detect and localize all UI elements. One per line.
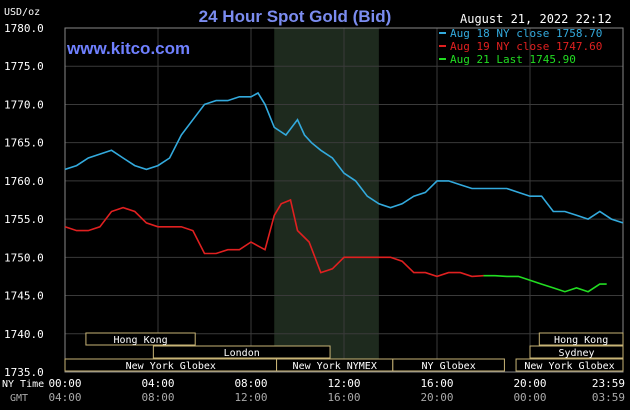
watermark: www.kitco.com bbox=[66, 39, 190, 58]
session-bar bbox=[392, 358, 505, 372]
x-tick-label-gmt: 20:00 bbox=[420, 391, 453, 404]
y-tick-label: 1740.0 bbox=[4, 328, 44, 341]
x-tick-label-ny: 08:00 bbox=[234, 377, 267, 390]
y-axis-unit: USD/oz bbox=[4, 7, 40, 18]
session-bar bbox=[85, 332, 196, 346]
x-tick-label-gmt: 08:00 bbox=[141, 391, 174, 404]
y-tick-label: 1760.0 bbox=[4, 175, 44, 188]
nymex-session-shade bbox=[274, 28, 379, 372]
y-tick-label: 1745.0 bbox=[4, 290, 44, 303]
session-bar bbox=[515, 358, 624, 372]
y-tick-label: 1765.0 bbox=[4, 137, 44, 150]
x-tick-label-gmt: 03:59 bbox=[592, 391, 625, 404]
legend-entry: Aug 21 Last 1745.90 bbox=[450, 53, 576, 66]
y-tick-label: 1780.0 bbox=[4, 22, 44, 35]
plot-frame bbox=[64, 27, 624, 373]
x-tick-label-ny: 12:00 bbox=[327, 377, 360, 390]
x-tick-label-ny: 23:59 bbox=[592, 377, 625, 390]
axes: NY Time GMT 1735.0 1740.0 1745.0 1750.0 1755… bbox=[2, 22, 625, 404]
x-axis-ny-time-label: NY Time bbox=[2, 379, 44, 390]
x-tick-label-ny: 00:00 bbox=[48, 377, 81, 390]
session-bar bbox=[152, 345, 331, 359]
session-label: Hong Kong bbox=[113, 335, 167, 346]
x-tick-label-gmt: 16:00 bbox=[327, 391, 360, 404]
x-tick-label-gmt: 12:00 bbox=[234, 391, 267, 404]
legend-entry: Aug 19 NY close 1747.60 bbox=[450, 40, 602, 53]
session-label: New York Globex bbox=[126, 361, 216, 372]
plot-area bbox=[64, 27, 624, 373]
series-line-2 bbox=[64, 198, 484, 278]
session-label: NY Globex bbox=[422, 361, 476, 372]
x-tick-label-ny: 04:00 bbox=[141, 377, 174, 390]
x-tick-label-ny: 20:00 bbox=[513, 377, 546, 390]
x-tick-label-gmt: 00:00 bbox=[513, 391, 546, 404]
session-bar bbox=[538, 332, 624, 346]
session-bar bbox=[529, 345, 624, 359]
x-tick-label-ny: 16:00 bbox=[420, 377, 453, 390]
x-tick-label-gmt: 04:00 bbox=[48, 391, 81, 404]
legend-entry: Aug 18 NY close 1758.70 bbox=[450, 27, 602, 40]
session-label: Hong Kong bbox=[554, 335, 608, 346]
session-label: New York NYMEX bbox=[293, 361, 377, 372]
y-tick-label: 1770.0 bbox=[4, 98, 44, 111]
date-label: August 21, 2022 22:12 bbox=[460, 12, 612, 26]
market-sessions: Hong Kong Hong Kong London Sydney New York G… bbox=[64, 332, 624, 372]
y-tick-label: 1735.0 bbox=[4, 366, 44, 379]
session-label: Sydney bbox=[558, 348, 594, 359]
y-tick-label: 1775.0 bbox=[4, 60, 44, 73]
session-label: London bbox=[224, 348, 260, 359]
y-tick-label: 1755.0 bbox=[4, 213, 44, 226]
chart-title: 24 Hour Spot Gold (Bid) bbox=[199, 7, 392, 26]
series-line-3 bbox=[483, 274, 607, 293]
series-line-1 bbox=[64, 91, 624, 224]
x-axis-gmt-label: GMT bbox=[10, 393, 28, 404]
y-tick-label: 1750.0 bbox=[4, 251, 44, 264]
session-label: New York Globex bbox=[524, 361, 614, 372]
